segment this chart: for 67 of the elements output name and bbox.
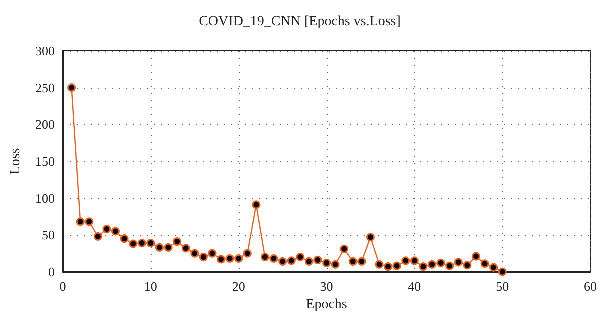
y-tick-label: 150 [36, 154, 55, 169]
x-tick-label: 0 [60, 279, 66, 294]
point [322, 258, 331, 268]
point [146, 239, 156, 248]
point [164, 243, 173, 252]
point [138, 239, 146, 248]
point [199, 253, 208, 262]
point [243, 249, 252, 258]
point [296, 253, 305, 262]
point [234, 254, 244, 263]
x-tick-label: 50 [496, 279, 510, 294]
y-tick-label: 100 [36, 190, 55, 206]
point [375, 260, 384, 269]
point [102, 225, 112, 234]
x-tick-label: 20 [232, 279, 246, 294]
x-tick-label: 30 [320, 279, 334, 294]
point [410, 256, 419, 266]
point [314, 256, 322, 264]
point [120, 234, 129, 244]
point [358, 257, 366, 266]
point [446, 262, 454, 270]
x-tick-label: 10 [144, 279, 158, 294]
x-axis-title: Epochs [306, 298, 348, 312]
chart-title: COVID_19_CNN [Epochs vs.Loss] [199, 14, 401, 30]
point [304, 257, 314, 266]
point [226, 254, 234, 263]
y-tick-label: 200 [36, 117, 55, 132]
point [252, 200, 261, 210]
point [490, 263, 498, 272]
point [173, 238, 182, 246]
point [190, 249, 200, 258]
point [208, 249, 217, 258]
point [76, 218, 85, 226]
point [260, 253, 270, 262]
point [94, 232, 102, 241]
y-axis-title: Loss [8, 148, 24, 175]
point [155, 243, 164, 252]
point [85, 218, 94, 226]
point [287, 256, 296, 266]
point [428, 260, 436, 269]
point [498, 268, 507, 276]
y-tick-label: 50 [42, 228, 55, 243]
point [392, 262, 402, 270]
point [217, 255, 226, 264]
point [419, 262, 428, 272]
y-tick-label: 0 [48, 264, 55, 280]
point [348, 257, 358, 266]
point [454, 258, 463, 267]
point [340, 244, 349, 254]
x-tick-label: 60 [584, 279, 597, 294]
x-tick-label: 40 [408, 279, 422, 294]
point [366, 233, 375, 242]
y-tick-label: 300 [36, 44, 55, 58]
point [129, 240, 138, 248]
point [402, 256, 410, 266]
point [331, 260, 340, 269]
point [463, 261, 472, 270]
point [436, 258, 446, 268]
point [384, 262, 393, 272]
point [68, 84, 76, 92]
point [472, 252, 480, 261]
point [112, 227, 120, 236]
point [182, 244, 190, 253]
point [480, 260, 490, 268]
point [270, 254, 278, 263]
y-tick-label: 250 [36, 80, 55, 96]
point [278, 257, 288, 266]
